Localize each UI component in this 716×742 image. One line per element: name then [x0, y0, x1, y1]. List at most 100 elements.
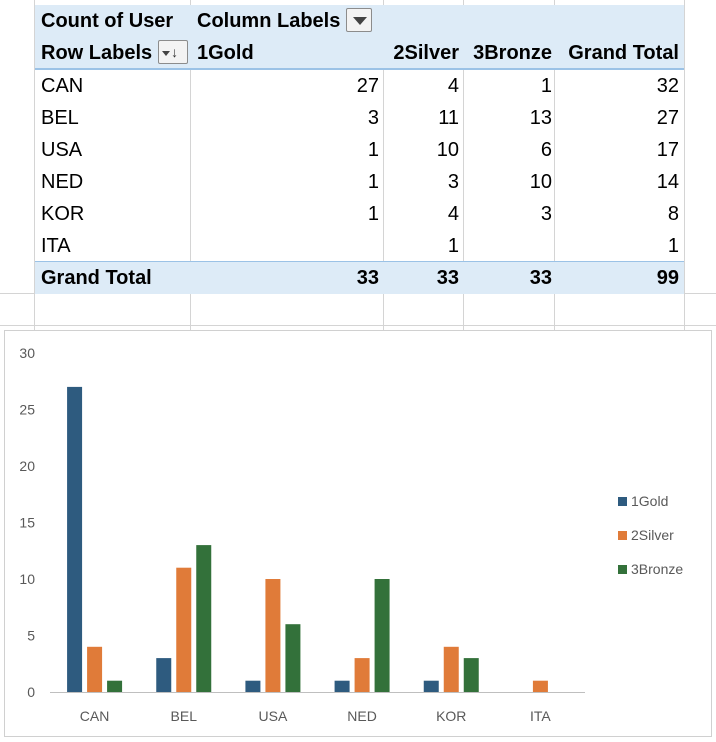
- row-label[interactable]: USA: [41, 139, 83, 161]
- column-labels-header[interactable]: Column Labels: [197, 5, 373, 37]
- legend-label-2silver[interactable]: 2Silver: [631, 527, 674, 543]
- row-labels-header[interactable]: Row Labels ↓: [41, 37, 189, 69]
- table-row: NED 1 3 10 14: [35, 166, 684, 198]
- x-tick-label: USA: [259, 708, 288, 724]
- row-label[interactable]: NED: [41, 171, 84, 193]
- pivot-chart[interactable]: 0 5 10 15 20 25 30 CAN BEL USA NED KOR ITA 1Gold 2Silv…: [4, 330, 712, 737]
- chart-svg: 0 5 10 15 20 25 30 CAN BEL USA NED KOR ITA 1Gold 2Silv…: [19, 345, 683, 724]
- column-filter-dropdown[interactable]: [346, 7, 373, 32]
- grand-total-cell[interactable]: 33: [529, 267, 552, 289]
- y-tick-label: 15: [19, 515, 35, 531]
- row-label[interactable]: ITA: [41, 235, 71, 257]
- bar-2silver-can[interactable]: [87, 646, 103, 692]
- bar-1gold-usa[interactable]: [245, 680, 261, 692]
- table-row: CAN 27 4 1 32: [35, 70, 684, 102]
- bar-1gold-ned[interactable]: [334, 680, 350, 692]
- y-tick-label: 0: [27, 684, 35, 700]
- y-tick-label: 25: [19, 402, 35, 418]
- legend-label-1gold[interactable]: 1Gold: [631, 493, 668, 509]
- grand-total-label[interactable]: Grand Total: [41, 267, 152, 289]
- row-label[interactable]: CAN: [41, 75, 84, 97]
- y-tick-label: 20: [19, 458, 35, 474]
- x-tick-label: ITA: [530, 708, 551, 724]
- count-of-user-label[interactable]: Count of User: [41, 10, 174, 32]
- bar-3bronze-ned[interactable]: [374, 579, 390, 692]
- column-labels-text: Column Labels: [197, 10, 341, 32]
- grid-col-line: [463, 0, 464, 330]
- x-tick-label: BEL: [171, 708, 198, 724]
- y-tick-label: 5: [27, 628, 35, 644]
- bar-2silver-ned[interactable]: [354, 658, 370, 692]
- header-bottom-border: [35, 68, 684, 70]
- value-cell[interactable]: 10: [436, 139, 459, 161]
- value-cell[interactable]: 1: [367, 203, 379, 225]
- value-cell[interactable]: 1: [367, 171, 379, 193]
- table-row: KOR 1 4 3 8: [35, 198, 684, 230]
- value-cell[interactable]: 27: [356, 75, 379, 97]
- legend-swatch-1gold: [618, 497, 627, 506]
- bar-3bronze-kor[interactable]: [463, 658, 479, 692]
- value-cell[interactable]: [235, 230, 379, 262]
- value-cell[interactable]: 3: [447, 171, 459, 193]
- bar-3bronze-can[interactable]: [107, 680, 123, 692]
- value-cell[interactable]: 32: [656, 75, 679, 97]
- grid-col-line: [190, 0, 191, 330]
- grid-col-line: [554, 0, 555, 330]
- table-row: BEL 3 11 13 27: [35, 102, 684, 134]
- col-header-1gold[interactable]: 1Gold: [197, 42, 254, 64]
- bar-1gold-kor[interactable]: [423, 680, 439, 692]
- row-labels-text: Row Labels: [41, 42, 153, 64]
- value-cell[interactable]: 1: [667, 235, 679, 257]
- value-cell[interactable]: 1: [447, 235, 459, 257]
- bar-3bronze-bel[interactable]: [196, 545, 212, 692]
- row-label[interactable]: BEL: [41, 107, 79, 129]
- x-tick-label: NED: [347, 708, 377, 724]
- bar-3bronze-usa[interactable]: [285, 624, 301, 692]
- bar-1gold-can[interactable]: [67, 386, 83, 692]
- value-cell[interactable]: 17: [656, 139, 679, 161]
- value-cell[interactable]: 1: [367, 139, 379, 161]
- x-tick-label: KOR: [436, 708, 466, 724]
- pivot-header-row-2: Row Labels ↓ 1Gold 2Silver 3Bronze Grand …: [35, 37, 684, 69]
- dropdown-triangle-icon: [353, 16, 368, 25]
- value-cell[interactable]: 1: [540, 75, 552, 97]
- x-tick-label: CAN: [80, 708, 110, 724]
- bar-2silver-ita[interactable]: [532, 680, 548, 692]
- col-header-grand-total[interactable]: Grand Total: [568, 42, 679, 64]
- bar-1gold-bel[interactable]: [156, 658, 172, 692]
- grand-total-row: Grand Total 33 33 33 99: [35, 262, 684, 294]
- value-cell[interactable]: 3: [540, 203, 552, 225]
- grid-col-line: [684, 0, 685, 330]
- pivot-header-row-1: Count of User Column Labels: [35, 5, 684, 37]
- value-cell[interactable]: 10: [529, 171, 552, 193]
- legend-swatch-2silver: [618, 531, 627, 540]
- row-filter-sort-dropdown[interactable]: ↓: [158, 39, 189, 64]
- value-cell[interactable]: 27: [656, 107, 679, 129]
- value-cell[interactable]: 14: [656, 171, 679, 193]
- y-tick-label: 30: [19, 345, 35, 361]
- grand-total-cell[interactable]: 33: [436, 267, 459, 289]
- grand-total-cell[interactable]: 99: [656, 267, 679, 289]
- value-cell[interactable]: [460, 230, 552, 262]
- legend-label-3bronze[interactable]: 3Bronze: [631, 561, 683, 577]
- grid-col-line: [34, 0, 35, 330]
- legend-swatch-3bronze: [618, 565, 627, 574]
- bar-2silver-kor[interactable]: [443, 646, 459, 692]
- col-header-2silver[interactable]: 2Silver: [393, 42, 459, 64]
- col-header-3bronze[interactable]: 3Bronze: [473, 42, 552, 64]
- bar-2silver-usa[interactable]: [265, 579, 281, 692]
- value-cell[interactable]: 3: [367, 107, 379, 129]
- value-cell[interactable]: 8: [667, 203, 679, 225]
- bar-2silver-bel[interactable]: [176, 567, 192, 692]
- row-label[interactable]: KOR: [41, 203, 85, 225]
- value-cell[interactable]: 6: [540, 139, 552, 161]
- value-cell[interactable]: 11: [438, 107, 459, 129]
- table-row: USA 1 10 6 17: [35, 134, 684, 166]
- y-tick-label: 10: [19, 571, 35, 587]
- table-row: ITA 1 1: [35, 230, 684, 262]
- value-cell[interactable]: 4: [447, 75, 459, 97]
- grand-total-cell[interactable]: 33: [356, 267, 379, 289]
- grid-row-line: [0, 325, 716, 326]
- value-cell[interactable]: 13: [529, 107, 552, 129]
- value-cell[interactable]: 4: [447, 203, 459, 225]
